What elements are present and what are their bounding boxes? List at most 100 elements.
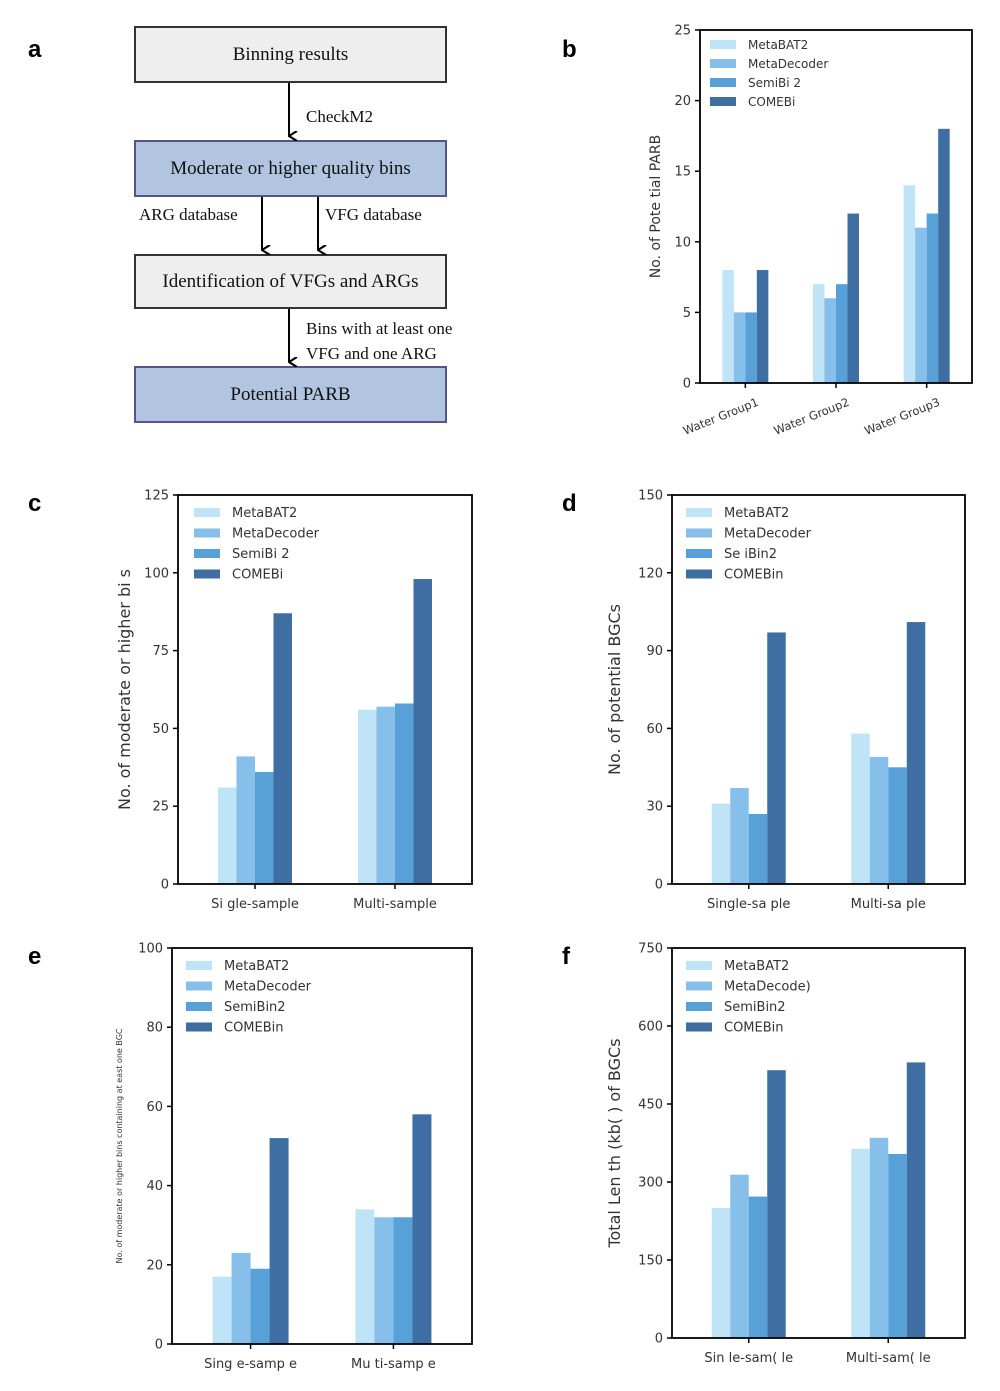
bars [218,579,432,884]
bar-metadecoder-0 [231,1252,251,1344]
bar-comebin-0 [269,1138,289,1344]
legend-swatch-metabat2 [686,508,712,517]
y-tick-label: 60 [646,722,663,737]
flow-box-quality-bins: Moderate or higher quality bins [134,140,447,197]
y-tick-label: 150 [638,1254,663,1269]
y-tick-label: 10 [674,235,691,250]
bars [711,622,926,884]
legend-label-metabat2: MetaBAT2 [748,38,808,52]
chart-d-potential-bgcs: 0 30 60 90 120 150 Single-sa ple Multi-sa ple No… [605,489,966,912]
legend-swatch-semibin2 [686,549,712,558]
y-tick-label: 750 [638,942,663,957]
bar-metabat2-1 [355,1209,375,1344]
y-tick-label: 150 [638,489,663,504]
y-axis-label: No. of moderate or higher bi s [115,569,134,810]
chart-f-bgc-length: 0 150 300 450 600 750 Sin le-sam( le Multi-sam(… [605,942,966,1366]
bar-semibin2-1 [888,767,907,884]
y-tick-label: 0 [655,878,663,893]
panel-label-d: d [562,490,577,517]
legend-swatch-comebin [686,569,712,579]
panel-label-c: c [28,490,42,517]
legend-swatch-comebin [194,569,220,579]
legend-swatch-semibin2 [186,1002,212,1011]
y-tick-label: 20 [146,1258,163,1273]
edge-label-bins-line2: VFG and one ARG [306,344,437,363]
edge-label-bins-line1: Bins with at least one [306,319,453,338]
bars [212,1114,432,1344]
legend-swatch-metadecoder [186,981,212,991]
y-tick-label: 50 [152,722,169,737]
bar-metadecoder-1 [376,706,395,884]
bar-metabat2-2 [903,185,916,383]
legend-label-semibin2: Se iBin2 [724,547,777,562]
x-tick-label: Sin le-sam( le [704,1351,793,1366]
y-tick-label: 120 [638,566,663,581]
y-tick-label: 0 [161,878,169,893]
x-tick-label: Water Group2 [772,395,851,438]
legend-swatch-comebin [710,97,736,106]
bar-metadecoder-1 [824,298,836,383]
legend-swatch-semibin2 [194,549,220,558]
bar-semibin2-1 [836,284,848,383]
chart-c-moderate-bins: 0 25 50 75 100 125 Si gle-sample Multi-sample No… [115,489,473,912]
y-tick-label: 100 [138,942,163,957]
legend-label-metadecoder: MetaDecoder [748,57,828,71]
y-tick-label: 15 [674,165,691,180]
flow-box-binning-results: Binning results [134,26,447,83]
bar-semibin2-1 [888,1153,907,1338]
bar-metabat2-1 [851,1148,870,1338]
bar-metabat2-0 [212,1276,232,1344]
bar-metabat2-0 [711,1208,731,1338]
y-axis-label: No. of potential BGCs [605,604,624,775]
flow-arrows [261,83,500,440]
bar-comebin-0 [273,613,292,884]
bar-comebin-1 [412,1114,432,1344]
bar-comebin-1 [906,1062,926,1338]
bar-metabat2-0 [711,803,731,884]
legend-label-comebin: COMEBi [748,95,795,109]
bar-metabat2-0 [218,787,237,884]
bar-comebin-0 [767,632,786,884]
bar-comebin-1 [847,213,859,383]
x-tick-label: Single-sa ple [707,897,790,912]
y-tick-label: 75 [152,644,169,659]
legend-swatch-metabat2 [194,508,220,517]
x-tick-label: Mu ti-samp e [351,1357,436,1372]
legend-swatch-comebin [186,1022,212,1032]
bar-comebin-0 [767,1070,786,1338]
legend-label-semibin2: SemiBin2 [224,1000,286,1015]
legend-swatch-metabat2 [710,40,736,49]
edge-label-arg-database: ARG database [139,205,238,224]
bar-comebin-1 [413,579,432,884]
bar-metadecoder-0 [733,312,746,383]
legend-label-metabat2: MetaBAT2 [724,959,789,974]
plot-frame [671,947,966,1339]
legend-label-comebin: COMEBin [724,1021,784,1036]
chart-e-bins-with-bgc: 0 20 40 60 80 100 Sing e-samp e Mu ti-samp e No.… [115,942,473,1372]
flow-box-potential-parb: Potential PARB [134,366,447,423]
y-tick-label: 100 [144,566,169,581]
bar-semibin2-0 [748,813,768,884]
y-axis-label: No. of moderate or higher bins containin… [115,1028,124,1263]
y-tick-label: 25 [674,24,691,39]
legend: MetaBAT2 MetaDecoder SemiBi 2 COMEBi [710,38,828,109]
y-tick-label: 80 [146,1021,163,1036]
bar-semibin2-0 [748,1196,768,1338]
x-tick-label: Water Group3 [862,395,941,438]
bar-metadecoder-1 [374,1217,394,1344]
legend-swatch-metadecoder [686,981,712,991]
legend-swatch-metadecoder [710,59,736,68]
legend-label-metabat2: MetaBAT2 [724,506,789,521]
legend-swatch-metabat2 [186,961,212,970]
bar-semibin2-0 [250,1268,270,1344]
legend-label-metabat2: MetaBAT2 [232,506,297,521]
x-tick-label: Sing e-samp e [204,1357,297,1372]
legend-label-comebin: COMEBin [724,568,784,583]
y-tick-label: 0 [683,377,691,392]
x-tick-label: Multi-sa ple [851,897,926,912]
bar-metadecoder-0 [730,788,749,884]
legend-label-semibin2: SemiBi 2 [748,76,801,90]
bar-metadecoder-0 [730,1174,749,1338]
legend-label-metadecoder: MetaDecode) [724,980,811,995]
legend: MetaBAT2 MetaDecoder SemiBi 2 COMEBi [194,506,320,583]
